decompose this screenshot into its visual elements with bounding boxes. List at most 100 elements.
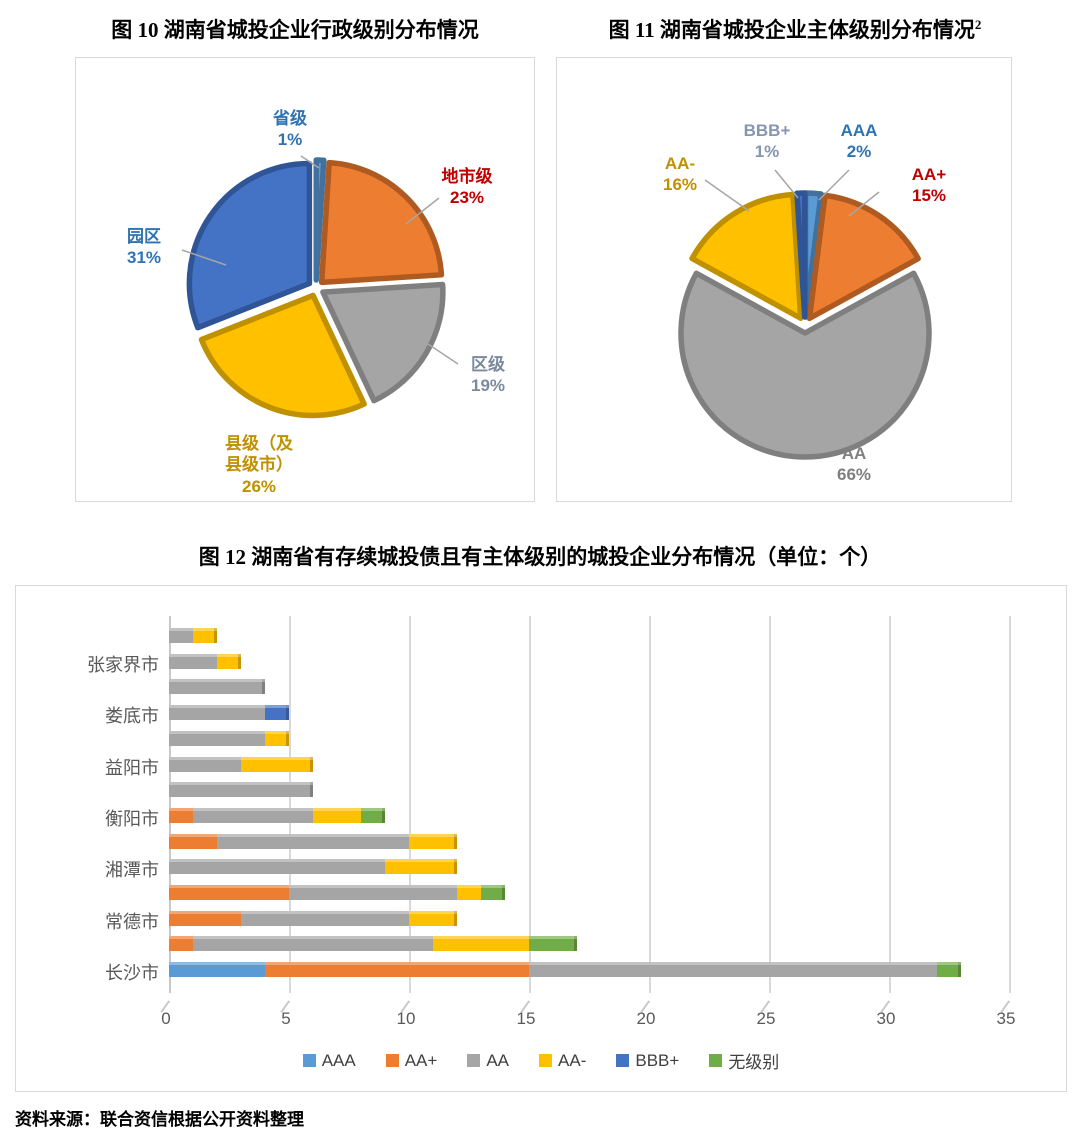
fig10-title: 图 10 湖南省城投企业行政级别分布情况 <box>111 18 479 42</box>
pie-slice-区级 <box>320 281 446 404</box>
bar-segment-BBB+ <box>265 705 289 721</box>
pie-slice-园区 <box>186 160 313 331</box>
fig11-title-text: 图 11 湖南省城投企业主体级别分布情况 <box>608 18 975 42</box>
bar-segment-AA <box>241 910 409 926</box>
bar-segment-AA <box>217 833 409 849</box>
pie-label-yuanqu: 园区 31% <box>126 227 162 268</box>
gridline-x-20 <box>649 616 651 993</box>
bar-row-湘潭市 <box>169 859 457 875</box>
pie-label-aaminus: AA- 16% <box>662 154 698 195</box>
bar-segment-AA <box>169 653 217 669</box>
bar-segment-AA+ <box>169 833 217 849</box>
bar-segment-无级别 <box>481 885 505 900</box>
category-label-长沙市: 长沙市 <box>105 963 159 984</box>
fig11-footnote-marker: 2 <box>974 17 982 32</box>
x-tick-label-20: 20 <box>636 1009 656 1028</box>
x-tick-label-15: 15 <box>516 1009 536 1028</box>
gridline-x-5 <box>289 616 291 993</box>
pie-label-quji: 区级 19% <box>470 355 506 396</box>
legend-swatch-AAA <box>302 1054 316 1067</box>
legend-item-无级别: 无级别 <box>709 1048 779 1073</box>
bar-row-常德市 <box>169 910 457 926</box>
bar-segment-AA- <box>385 859 457 875</box>
legend-item-AA-: AA- <box>539 1048 586 1073</box>
bar-segment-AA <box>193 807 313 823</box>
pie-slice-AA <box>678 270 932 460</box>
pie-label-bbbplus: BBB+ 1% <box>743 121 791 162</box>
bar-segment-AA+ <box>169 807 193 823</box>
bar-segment-AA- <box>409 833 457 849</box>
pie-slice-县级（及县级市） <box>198 292 367 419</box>
legend-label-AA: AA <box>486 1050 510 1070</box>
legend-swatch-AA <box>467 1054 481 1067</box>
pie-slice-AA- <box>689 191 804 321</box>
legend-label-BBB+: BBB+ <box>635 1050 680 1070</box>
bar-row-unlabeled-8 <box>169 833 457 849</box>
pie-label-aaplus: AA+ 15% <box>911 165 947 206</box>
pie-slice-省级 <box>313 157 327 283</box>
category-label-益阳市: 益阳市 <box>105 757 159 778</box>
pie-slice-BBB+ <box>794 190 808 320</box>
bar-segment-AA <box>169 705 265 721</box>
fig12-title: 图 12 湖南省有存续城投债且有主体级别的城投企业分布情况（单位：个） <box>198 545 882 569</box>
bar-segment-无级别 <box>529 936 577 952</box>
legend-label-AA+: AA+ <box>404 1050 438 1070</box>
fig12-chart-box: AAA AA+ AA AA- BBB+ 无级别 0 5 10 15 20 25 30 35 张家界市 娄底市… <box>15 585 1067 1092</box>
pie-label-aaa: AAA 2% <box>840 121 878 162</box>
source-line: 资料来源：联合资信根据公开资料整理 <box>15 1110 304 1129</box>
legend-swatch-AA- <box>539 1054 553 1067</box>
pie-slice-AAA <box>802 190 824 320</box>
bar-row-娄底市 <box>169 705 289 721</box>
legend-label-AAA: AAA <box>321 1050 356 1070</box>
bar-segment-AA <box>169 756 241 772</box>
pie-label-aa: AA 66% <box>836 444 872 485</box>
bar-row-衡阳市 <box>169 807 385 823</box>
legend-item-AA: AA <box>467 1048 509 1073</box>
y-axis-line <box>169 616 171 993</box>
bar-segment-AA- <box>433 936 529 952</box>
gridline-x-15 <box>529 616 531 993</box>
gridline-x-35 <box>1009 616 1011 993</box>
bar-segment-AA <box>289 885 457 900</box>
bar-row-张家界市 <box>169 653 241 669</box>
bar-row-unlabeled-6 <box>169 782 313 798</box>
bar-segment-AA <box>169 730 265 746</box>
bar-segment-AA+ <box>265 962 529 978</box>
legend-label-AA-: AA- <box>558 1050 587 1070</box>
bar-segment-AAA <box>169 962 265 978</box>
legend-swatch-BBB+ <box>616 1054 630 1067</box>
category-label-衡阳市: 衡阳市 <box>105 808 159 829</box>
fig12-legend: AAA AA+ AA AA- BBB+ 无级别 <box>16 1048 1066 1073</box>
bar-segment-AA+ <box>169 936 193 952</box>
legend-swatch-AA+ <box>385 1054 399 1067</box>
bar-row-长沙市 <box>169 962 961 978</box>
gridline-x-10 <box>409 616 411 993</box>
gridline-x-30 <box>889 616 891 993</box>
pie-label-shengji: 省级 1% <box>273 109 307 150</box>
bar-segment-AA- <box>265 730 289 746</box>
bar-segment-无级别 <box>937 962 961 978</box>
pie-label-dishiji: 地市级 23% <box>441 167 493 208</box>
bar-segment-AA <box>169 679 265 695</box>
x-tick-label-0: 0 <box>161 1009 171 1028</box>
bar-row-益阳市 <box>169 756 313 772</box>
bar-segment-无级别 <box>361 807 385 823</box>
bar-row-unlabeled-4 <box>169 730 289 746</box>
bar-segment-AA <box>529 962 937 978</box>
x-tick-label-35: 35 <box>996 1009 1016 1028</box>
bar-row-unlabeled-0 <box>169 628 217 643</box>
category-label-常德市: 常德市 <box>105 911 159 932</box>
bar-segment-AA- <box>409 910 457 926</box>
fig11-title: 图 11 湖南省城投企业主体级别分布情况2 <box>545 14 1045 44</box>
bar-segment-AA- <box>193 628 217 643</box>
bar-row-unlabeled-10 <box>169 885 505 900</box>
fig11-chart-box: BBB+ 1% AAA 2% AA- 16% AA+ 15% AA 66% <box>556 57 1012 502</box>
bar-segment-AA+ <box>169 910 241 926</box>
legend-item-AA+: AA+ <box>385 1048 438 1073</box>
bar-row-unlabeled-2 <box>169 679 265 695</box>
bar-segment-AA- <box>313 807 361 823</box>
bar-segment-AA <box>169 782 313 798</box>
category-label-湘潭市: 湘潭市 <box>105 860 159 881</box>
category-label-张家界市: 张家界市 <box>87 654 159 675</box>
legend-swatch-无级别 <box>709 1054 723 1067</box>
